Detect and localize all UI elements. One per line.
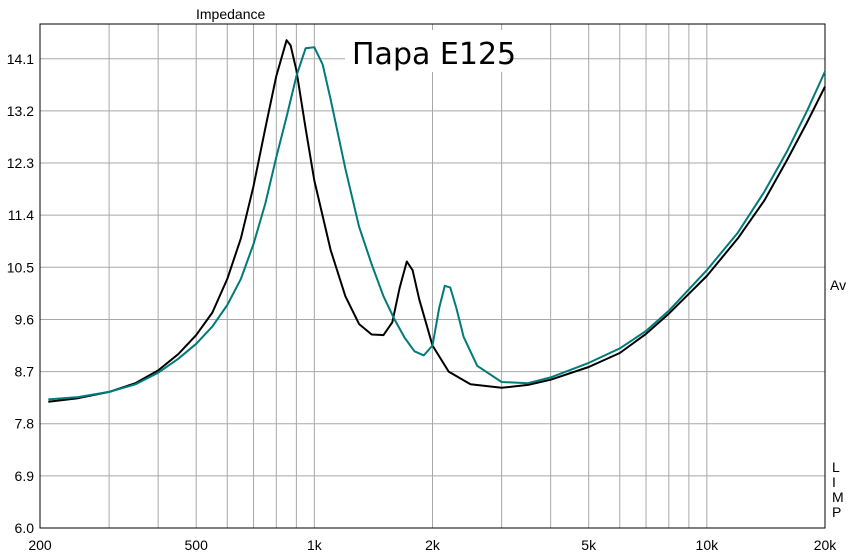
series-line-2 bbox=[48, 46, 826, 401]
title-background bbox=[345, 30, 507, 72]
x-tick-labels: 200 500 1k 2k 5k 10k 20k bbox=[28, 537, 837, 553]
x-tick-label: 500 bbox=[185, 537, 209, 553]
y-tick-label: 9.6 bbox=[15, 311, 35, 327]
y-tick-label: 6.9 bbox=[15, 468, 35, 484]
right-vertical-letter: I bbox=[832, 474, 836, 490]
right-label: Av bbox=[830, 277, 846, 293]
x-tick-label: 2k bbox=[425, 537, 441, 553]
y-tick-label: 8.7 bbox=[15, 364, 35, 380]
y-tick-label: 12.3 bbox=[7, 155, 34, 171]
x-tick-label: 20k bbox=[814, 537, 838, 553]
y-tick-label: 10.5 bbox=[7, 259, 34, 275]
y-tick-label: 14.1 bbox=[7, 51, 34, 67]
right-vertical-letter: P bbox=[832, 504, 841, 520]
y-tick-label: 13.2 bbox=[7, 103, 34, 119]
y-tick-label: 6.0 bbox=[15, 520, 35, 536]
right-vertical-letter: L bbox=[832, 459, 840, 475]
x-tick-label: 5k bbox=[581, 537, 597, 553]
x-tick-label: 10k bbox=[696, 537, 720, 553]
right-vertical-letter: M bbox=[832, 489, 844, 505]
series-group bbox=[48, 39, 826, 403]
y-tick-label: 7.8 bbox=[15, 416, 35, 432]
top-label: Impedance bbox=[196, 6, 265, 22]
x-tick-label: 200 bbox=[28, 537, 52, 553]
plot-frame bbox=[39, 23, 826, 529]
y-tick-label: 11.4 bbox=[8, 207, 34, 223]
y-tick-labels: 6.0 6.9 7.8 8.7 9.6 10.5 11.4 12.3 13.2 14.1 bbox=[7, 51, 34, 536]
chart-title: Пара Е125 bbox=[352, 37, 516, 72]
top-label-background bbox=[182, 0, 282, 22]
x-tick-label: 1k bbox=[307, 537, 323, 553]
series-line-1 bbox=[48, 39, 826, 403]
